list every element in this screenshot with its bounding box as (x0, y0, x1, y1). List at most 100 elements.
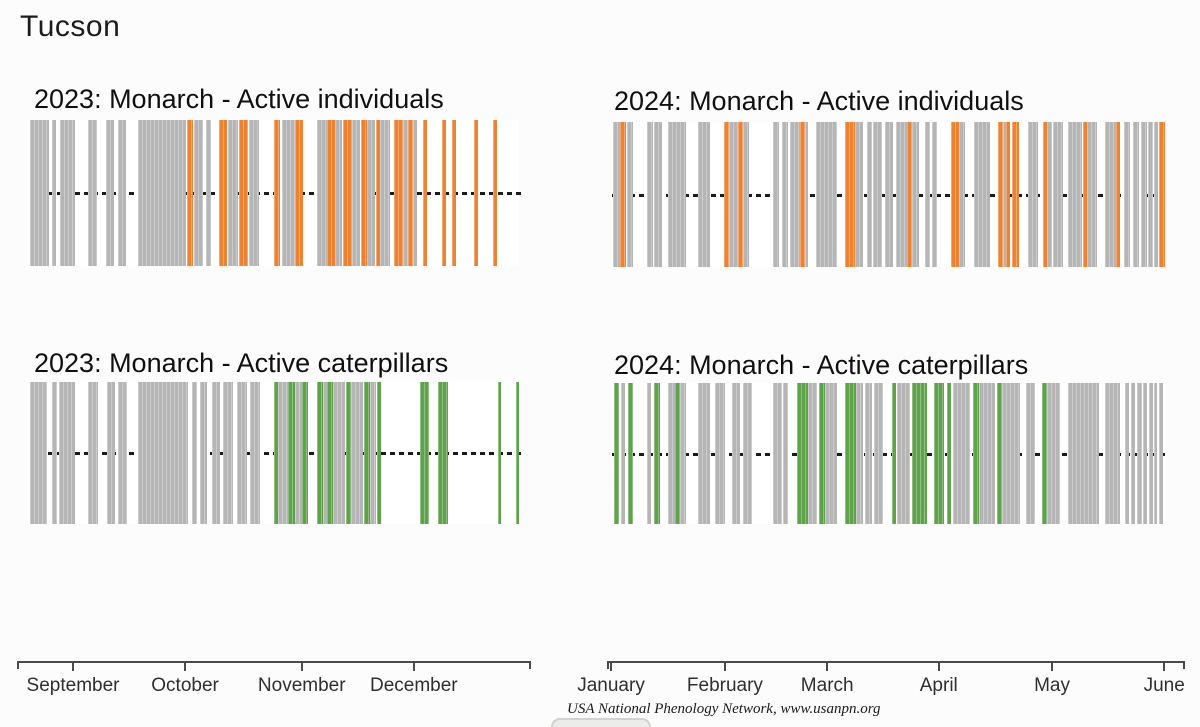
observation-day-no-detection (193, 120, 204, 266)
observation-day-no-detection (1105, 383, 1121, 524)
axis-tick (300, 661, 303, 671)
observation-day-no-detection (896, 383, 911, 524)
observation-day-no-detection (138, 120, 186, 266)
observation-day-detection (437, 382, 449, 524)
observation-day-no-detection (874, 383, 883, 524)
axis-tick (1051, 661, 1054, 671)
observation-day-no-detection (138, 382, 188, 524)
axis-tick (1163, 661, 1166, 671)
observation-day-detection (844, 122, 855, 267)
observation-day-no-detection (953, 383, 970, 524)
observation-day-no-detection (380, 120, 390, 266)
observation-day-detection (393, 120, 404, 266)
observation-day-no-detection (1002, 122, 1006, 267)
observation-day-no-detection (1026, 383, 1036, 524)
observation-day-detection (738, 122, 744, 267)
observation-day-no-detection (1125, 383, 1130, 524)
observation-day-detection (947, 383, 951, 524)
axis-tick (412, 661, 415, 671)
observation-day-no-detection (1132, 122, 1140, 267)
observation-day-no-detection (1131, 383, 1136, 524)
x-axis-2023: September October November December (17, 652, 531, 702)
observation-day-no-detection (295, 382, 302, 524)
observation-day-detection (238, 120, 249, 266)
month-label: September (26, 675, 120, 696)
observation-day-detection (326, 382, 334, 524)
observation-day-detection (295, 120, 303, 266)
observation-day-no-detection (804, 122, 808, 267)
observation-day-no-detection (781, 122, 788, 267)
observation-day-no-detection (228, 120, 238, 266)
observation-day-no-detection (772, 122, 780, 267)
observation-day-no-detection (191, 382, 198, 524)
observation-day-no-detection (1052, 122, 1064, 267)
observation-day-detection (274, 120, 280, 266)
observation-day-no-detection (732, 383, 740, 524)
observation-day-no-detection (1027, 122, 1038, 267)
observation-day-detection (933, 383, 944, 524)
observation-day-detection (497, 382, 501, 524)
observation-day-no-detection (351, 120, 361, 266)
axis-tick (723, 661, 726, 671)
observation-day-no-detection (1068, 383, 1100, 524)
observation-day-no-detection (249, 120, 259, 266)
panel-title-2023-caterpillars: 2023: Monarch - Active caterpillars (34, 348, 449, 378)
observation-day-no-detection (807, 383, 818, 524)
cropped-ui-pill (551, 718, 651, 727)
observation-day-no-detection (88, 120, 97, 266)
observation-day-no-detection (118, 382, 127, 524)
month-label: May (1034, 675, 1070, 696)
observation-day-no-detection (790, 122, 801, 267)
observation-day-no-detection (782, 383, 788, 524)
observation-day-no-detection (873, 122, 882, 267)
x-axis-2024: January February March April May June (577, 652, 1185, 702)
observation-day-no-detection (698, 383, 710, 524)
observation-day-no-detection (974, 122, 991, 267)
observation-day-no-detection (118, 120, 126, 266)
observation-day-no-detection (932, 122, 938, 267)
observation-day-no-detection (1124, 122, 1131, 267)
observation-day-detection (800, 122, 805, 267)
observation-day-detection (301, 382, 309, 524)
observation-day-no-detection (30, 120, 50, 266)
observation-day-no-detection (714, 383, 725, 524)
observation-day-detection (906, 122, 912, 267)
observation-day-no-detection (1158, 383, 1164, 524)
observation-day-no-detection (105, 120, 115, 266)
observation-day-no-detection (412, 120, 417, 266)
observation-day-no-detection (333, 382, 345, 524)
axis-tick (610, 661, 613, 671)
observation-day-no-detection (1068, 122, 1083, 267)
observation-day-no-detection (855, 383, 864, 524)
barcode-plot-2024-caterpillars (612, 383, 1165, 524)
observation-day-detection (407, 120, 413, 266)
observation-day-no-detection (772, 383, 782, 524)
observation-day-detection (345, 382, 351, 524)
observation-day-no-detection (911, 122, 920, 267)
axis-tick (937, 661, 940, 671)
observation-day-no-detection (317, 120, 327, 266)
observation-day-no-detection (369, 382, 377, 524)
observation-day-no-detection (1087, 122, 1097, 267)
observation-day-detection (420, 382, 430, 524)
observation-day-no-detection (1137, 383, 1143, 524)
observation-day-detection (844, 383, 856, 524)
observation-day-detection (619, 122, 626, 267)
observation-day-no-detection (979, 383, 996, 524)
observation-day-no-detection (350, 382, 364, 524)
observation-day-no-detection (277, 382, 289, 524)
observation-day-detection (186, 120, 193, 266)
month-label: February (686, 675, 763, 696)
observation-day-no-detection (1001, 383, 1021, 524)
midline-dashed (612, 452, 1165, 456)
observation-day-detection (818, 383, 825, 524)
observation-day-no-detection (613, 122, 620, 267)
axis-line (607, 661, 1185, 669)
observation-day-no-detection (620, 383, 626, 524)
observation-day-no-detection (1147, 122, 1153, 267)
observation-day-no-detection (88, 382, 98, 524)
observation-day-detection (997, 122, 1003, 267)
observation-day-detection (950, 122, 959, 267)
observation-day-no-detection (729, 122, 739, 267)
